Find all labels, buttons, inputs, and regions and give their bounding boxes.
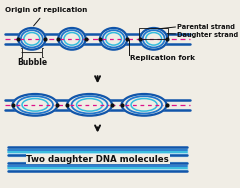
Text: Origin of replication: Origin of replication bbox=[5, 7, 88, 26]
Ellipse shape bbox=[99, 27, 128, 51]
Text: Daughter strand: Daughter strand bbox=[177, 32, 238, 38]
Ellipse shape bbox=[139, 27, 168, 51]
Ellipse shape bbox=[18, 27, 46, 51]
Ellipse shape bbox=[66, 93, 113, 117]
Text: Two daughter DNA molecules: Two daughter DNA molecules bbox=[26, 155, 169, 164]
Ellipse shape bbox=[121, 93, 167, 117]
Ellipse shape bbox=[12, 93, 58, 117]
Ellipse shape bbox=[58, 27, 86, 51]
Text: Parental strand: Parental strand bbox=[177, 24, 235, 30]
Text: Replication fork: Replication fork bbox=[130, 55, 195, 61]
Text: Bubble: Bubble bbox=[17, 58, 47, 67]
